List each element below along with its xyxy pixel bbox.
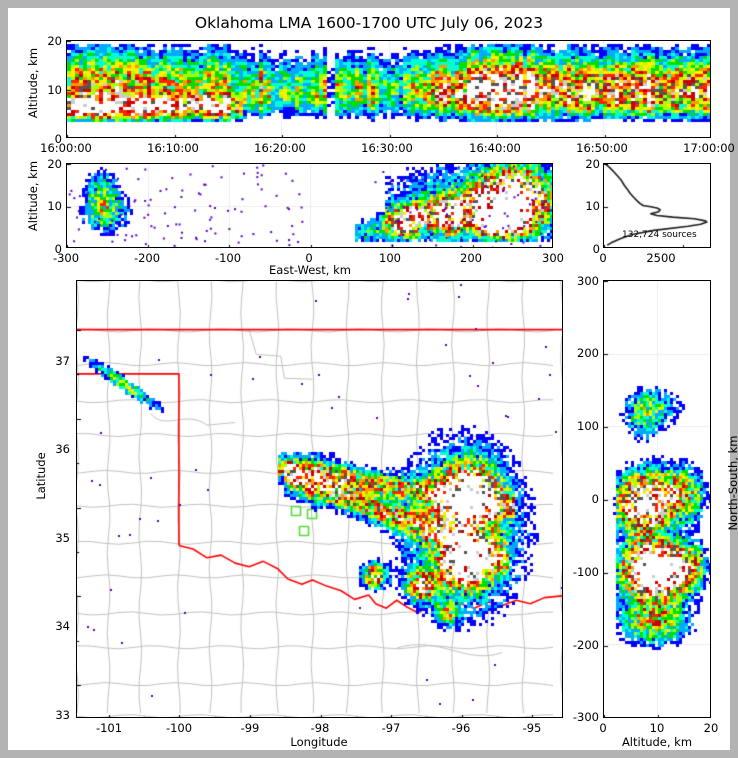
map-xlabel: Longitude [290, 735, 348, 749]
east-west-panel[interactable] [66, 163, 553, 248]
time-height-xtick-2: 16:20:00 [254, 141, 306, 155]
figure-canvas: Oklahoma LMA 1600-1700 UTC July 06, 2023… [8, 8, 738, 750]
ns-xlabel: Altitude, km [621, 735, 693, 749]
east-west-ytick-0: 0 [54, 242, 62, 256]
ns-ytick-neg200: -200 [572, 638, 599, 652]
map-xtick-100: -100 [165, 721, 193, 735]
time-height-ytick-20: 20 [47, 34, 62, 48]
histogram-xtick-0: 0 [599, 251, 607, 265]
map-ytick-36: 36 [55, 442, 70, 456]
ns-ytick-300: 300 [577, 274, 599, 288]
histogram-xtick-2500: 2500 [646, 251, 676, 265]
north-south-panel[interactable] [603, 280, 711, 718]
map-xtick-95: -95 [522, 721, 542, 735]
east-west-density-canvas [67, 164, 552, 247]
east-west-xtick-0: -300 [52, 251, 80, 265]
time-height-xtick-4: 16:40:00 [469, 141, 521, 155]
histogram-ytick-10: 10 [585, 199, 600, 213]
east-west-ytick-10: 10 [47, 199, 62, 213]
east-west-ytick-20: 20 [47, 157, 62, 171]
ns-xtick-20: 20 [703, 721, 719, 735]
time-height-density-canvas [67, 41, 710, 137]
ns-ylabel: North-South, km [726, 435, 738, 531]
ns-xtick-10: 10 [649, 721, 665, 735]
map-density-canvas [77, 281, 562, 717]
map-xtick-98: -98 [310, 721, 330, 735]
map-ytick-34: 34 [55, 619, 70, 633]
map-panel[interactable] [76, 280, 563, 718]
page-title: Oklahoma LMA 1600-1700 UTC July 06, 2023 [194, 14, 544, 32]
time-height-ytick-10: 10 [47, 83, 62, 97]
histogram-ytick-0: 0 [592, 242, 600, 256]
time-height-xtick-6: 17:00:00 [683, 141, 735, 155]
east-west-ylabel: Altitude, km [26, 160, 40, 232]
east-west-xtick-6: 300 [542, 251, 564, 265]
time-height-panel[interactable] [66, 40, 711, 138]
time-height-ylabel: Altitude, km [26, 47, 40, 119]
north-south-density-canvas [604, 281, 710, 717]
map-xtick-99: -99 [240, 721, 260, 735]
time-height-xtick-1: 16:10:00 [147, 141, 199, 155]
east-west-xtick-5: 200 [460, 251, 482, 265]
map-ylabel: Latitude [34, 452, 48, 500]
ns-ytick-neg300: -300 [572, 710, 599, 724]
map-ytick-33: 33 [55, 708, 70, 722]
source-count-annotation: 132,724 sources [622, 230, 697, 240]
time-height-xtick-5: 16:50:00 [576, 141, 628, 155]
east-west-xtick-3: 0 [305, 251, 313, 265]
map-ytick-37: 37 [55, 354, 70, 368]
time-height-xtick-0: 16:00:00 [40, 141, 92, 155]
ns-xtick-0: 0 [599, 721, 607, 735]
map-xtick-101: -101 [95, 721, 123, 735]
map-xtick-96: -96 [451, 721, 471, 735]
ns-ytick-neg100: -100 [572, 565, 599, 579]
east-west-xtick-2: -100 [214, 251, 242, 265]
ns-ytick-100: 100 [577, 419, 599, 433]
map-xtick-97: -97 [381, 721, 401, 735]
map-ytick-35: 35 [55, 531, 70, 545]
time-height-xtick-3: 16:30:00 [361, 141, 413, 155]
histogram-ytick-20: 20 [585, 157, 600, 171]
east-west-xtick-1: -200 [133, 251, 161, 265]
ns-ytick-0: 0 [591, 492, 599, 506]
east-west-xlabel: East-West, km [269, 263, 351, 277]
ns-ytick-200: 200 [577, 346, 599, 360]
east-west-xtick-4: 100 [379, 251, 401, 265]
time-height-ytick-0: 0 [54, 132, 62, 146]
